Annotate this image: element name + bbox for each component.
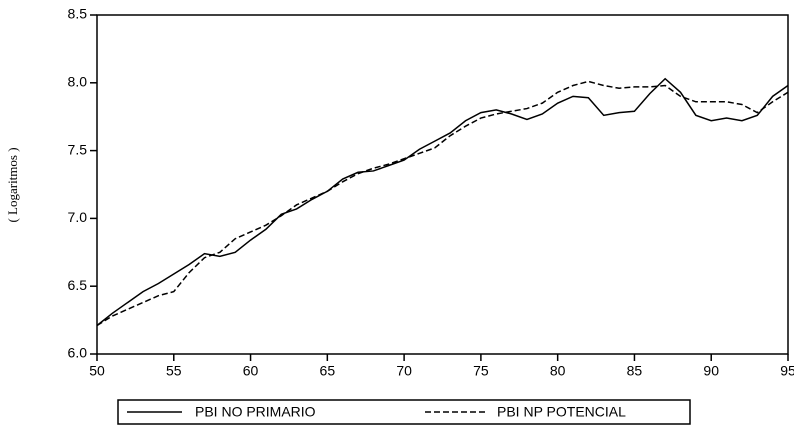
plot-frame: [96, 14, 789, 355]
series-line: [96, 80, 789, 327]
x-tick-label: 70: [396, 363, 412, 379]
y-axis-label: ( Logaritmos ): [5, 147, 20, 222]
x-tick-label: 80: [550, 363, 566, 379]
x-tick-label: 75: [473, 363, 489, 379]
y-tick-label: 7.0: [68, 209, 88, 225]
legend-label: PBI NO PRIMARIO: [195, 404, 316, 420]
y-tick-label: 8.5: [68, 6, 88, 22]
y-tick-label: 6.5: [68, 277, 88, 293]
x-tick-label: 85: [627, 363, 643, 379]
x-tick-label: 65: [320, 363, 336, 379]
legend-box: [117, 399, 691, 425]
y-tick-label: 6.0: [68, 345, 88, 361]
y-tick-label: 7.5: [68, 141, 88, 157]
x-tick-label: 55: [166, 363, 182, 379]
legend-label: PBI NP POTENCIAL: [497, 404, 626, 420]
x-tick-label: 50: [89, 363, 105, 379]
x-tick-label: 60: [243, 363, 259, 379]
x-tick-label: 95: [780, 363, 794, 379]
y-tick-label: 8.0: [68, 74, 88, 90]
series-line: [96, 77, 789, 327]
x-tick-label: 90: [703, 363, 719, 379]
